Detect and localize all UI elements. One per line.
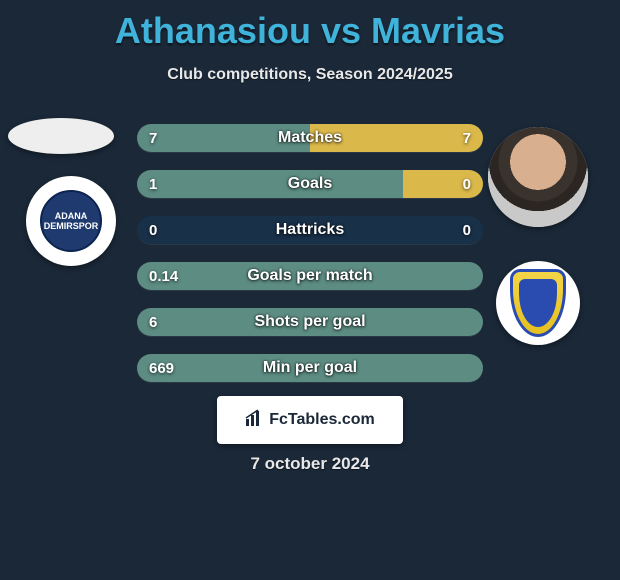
bar-fill-left: [137, 262, 483, 290]
stat-value-right: 0: [463, 216, 471, 244]
stat-value-left: 0.14: [149, 262, 178, 290]
bar-fill-left: [137, 354, 483, 382]
bar-fill-right: [310, 124, 483, 152]
stat-row: 10Goals: [137, 170, 483, 198]
stat-row: 6Shots per goal: [137, 308, 483, 336]
face-placeholder-icon: [488, 127, 588, 227]
stat-row: 0.14Goals per match: [137, 262, 483, 290]
shield-icon: [510, 269, 566, 337]
page-title: Athanasiou vs Mavrias: [0, 0, 620, 52]
date-label: 7 october 2024: [0, 454, 620, 474]
infographic-root: Athanasiou vs Mavrias Club competitions,…: [0, 0, 620, 580]
bar-fill-left: [137, 170, 403, 198]
shield-icon: ADANA DEMIRSPOR: [40, 190, 102, 252]
stat-value-left: 0: [149, 216, 157, 244]
stat-row: 669Min per goal: [137, 354, 483, 382]
club-left-badge-text: ADANA DEMIRSPOR: [42, 211, 100, 231]
credit-badge: FcTables.com: [217, 396, 403, 444]
stat-value-left: 669: [149, 354, 174, 382]
stat-value-right: 0: [463, 170, 471, 198]
player-right-avatar: [488, 127, 588, 227]
bar-track: [137, 216, 483, 244]
club-right-badge: [496, 261, 580, 345]
bar-fill-left: [137, 124, 310, 152]
credit-text: FcTables.com: [269, 411, 375, 429]
stat-row: 00Hattricks: [137, 216, 483, 244]
club-left-badge: ADANA DEMIRSPOR: [26, 176, 116, 266]
stat-value-right: 7: [463, 124, 471, 152]
chart-icon: [245, 409, 263, 432]
stat-row: 77Matches: [137, 124, 483, 152]
bar-fill-right: [403, 170, 483, 198]
bar-fill-left: [137, 308, 483, 336]
stat-value-left: 6: [149, 308, 157, 336]
subtitle: Club competitions, Season 2024/2025: [0, 66, 620, 84]
stat-bars: 77Matches10Goals00Hattricks0.14Goals per…: [137, 124, 483, 400]
stat-value-left: 1: [149, 170, 157, 198]
shield-inner-icon: [519, 279, 557, 327]
stat-value-left: 7: [149, 124, 157, 152]
player-left-avatar: [8, 118, 114, 154]
